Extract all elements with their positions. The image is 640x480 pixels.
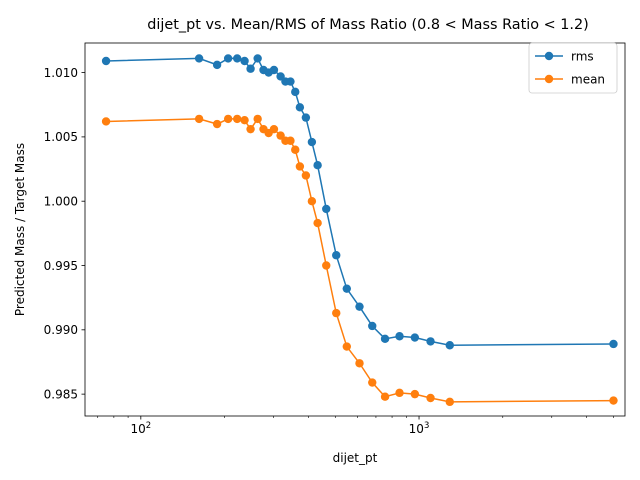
- plot-frame: [84, 42, 626, 417]
- data-point-rms: [232, 54, 242, 63]
- data-point-rms: [253, 54, 262, 63]
- data-point-rms: [269, 65, 279, 75]
- data-point-mean: [101, 117, 111, 126]
- x-tick-label: 102: [130, 421, 151, 436]
- legend-mean-label: mean: [571, 73, 605, 87]
- data-point-rms: [212, 60, 222, 70]
- data-point-mean: [380, 392, 390, 401]
- data-point-rms: [291, 87, 300, 97]
- data-point-rms: [301, 113, 311, 122]
- data-point-mean: [212, 119, 222, 129]
- data-point-rms: [342, 284, 351, 293]
- data-point-mean: [223, 114, 233, 124]
- data-point-mean: [301, 171, 311, 180]
- data-point-rms: [332, 251, 341, 260]
- data-point-rms: [395, 332, 404, 341]
- legend: rms mean: [528, 42, 618, 94]
- plot-area: [85, 43, 625, 416]
- data-point-rms: [445, 341, 454, 350]
- data-point-rms: [194, 54, 204, 63]
- y-tick-label: 0.995: [44, 259, 78, 273]
- data-point-rms: [322, 204, 331, 214]
- data-point-rms: [368, 321, 377, 331]
- data-point-mean: [426, 393, 435, 403]
- data-point-rms: [313, 160, 322, 170]
- data-point-rms: [426, 337, 435, 346]
- data-point-mean: [342, 342, 351, 351]
- data-point-mean: [410, 389, 420, 399]
- data-point-mean: [322, 261, 331, 270]
- data-point-rms: [355, 302, 364, 311]
- chart-title: dijet_pt vs. Mean/RMS of Mass Ratio (0.8…: [147, 17, 588, 33]
- data-point-mean: [609, 396, 618, 405]
- data-point-mean: [269, 124, 279, 134]
- legend-rms-marker: [544, 51, 554, 61]
- data-point-mean: [395, 388, 404, 398]
- series-layer: [101, 54, 618, 407]
- data-point-rms: [101, 56, 111, 66]
- y-tick-label: 1.005: [44, 130, 78, 144]
- data-point-mean: [286, 136, 295, 145]
- y-tick-label: 1.000: [44, 195, 78, 209]
- data-point-rms: [410, 333, 420, 342]
- x-axis-label: dijet_pt: [333, 451, 378, 465]
- data-point-mean: [368, 378, 377, 387]
- data-point-mean: [295, 162, 305, 171]
- y-tick-label: 0.985: [44, 387, 78, 401]
- data-point-mean: [291, 145, 300, 154]
- y-axis: 0.985 0.990 0.995 1.000 1.005 1.010: [44, 66, 85, 401]
- data-point-mean: [232, 114, 242, 124]
- data-point-mean: [307, 197, 317, 206]
- data-point-rms: [240, 56, 249, 66]
- y-tick-label: 0.990: [44, 323, 78, 337]
- data-point-mean: [246, 124, 255, 134]
- legend-mean-marker: [544, 74, 554, 84]
- data-point-mean: [240, 115, 249, 125]
- data-point-rms: [609, 339, 618, 349]
- y-tick-label: 1.010: [44, 66, 78, 80]
- data-point-mean: [194, 114, 204, 124]
- data-point-mean: [253, 114, 262, 124]
- data-point-mean: [445, 397, 454, 407]
- data-point-rms: [295, 103, 305, 112]
- data-point-rms: [307, 137, 317, 147]
- x-tick-label: 103: [409, 421, 430, 436]
- x-axis: 102 103: [97, 416, 614, 436]
- data-point-mean: [332, 308, 341, 318]
- data-point-rms: [380, 334, 390, 344]
- y-axis-label: Predicted Mass / Target Mass: [13, 143, 27, 316]
- legend-rms-label: rms: [571, 50, 594, 64]
- data-point-mean: [313, 218, 322, 228]
- data-point-mean: [355, 359, 364, 368]
- data-point-rms: [246, 64, 255, 73]
- data-point-rms: [223, 54, 233, 63]
- data-point-rms: [286, 77, 295, 86]
